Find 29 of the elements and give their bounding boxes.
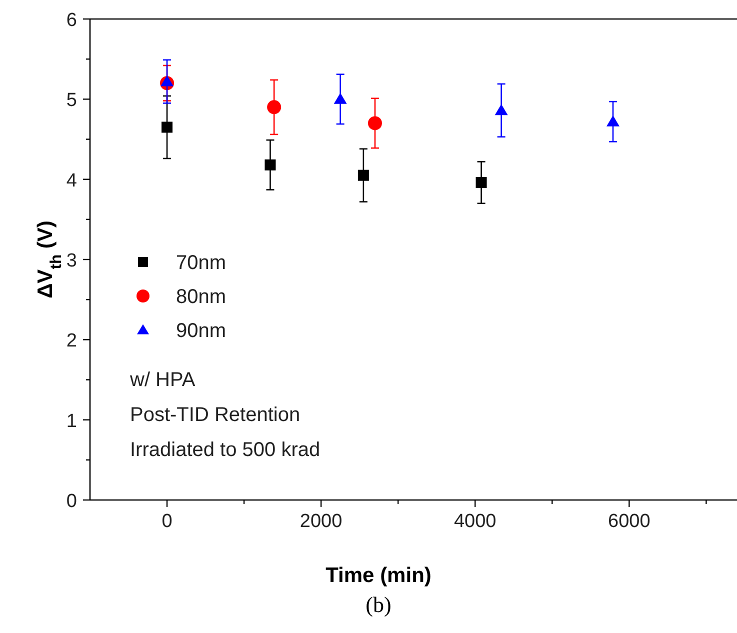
- point: [358, 170, 369, 181]
- legend-label: 90nm: [176, 320, 226, 342]
- x-tick-label: 4000: [454, 511, 496, 532]
- point: [162, 122, 173, 133]
- point: [606, 115, 620, 126]
- legend-label: 80nm: [176, 286, 226, 308]
- x-tick-label: 2000: [300, 511, 342, 532]
- point: [334, 92, 347, 104]
- point: [476, 177, 487, 188]
- legend-label: 70nm: [176, 252, 226, 274]
- text: (b): [366, 592, 392, 617]
- y-tick-label: 3: [66, 250, 77, 272]
- y-tick-label: 4: [66, 170, 78, 192]
- annotation: w/ HPA: [129, 369, 196, 391]
- point: [160, 75, 174, 86]
- x-axis-title: Time (min): [326, 564, 432, 587]
- y-tick-label: 2: [66, 330, 77, 352]
- point: [494, 104, 508, 116]
- point: [267, 100, 282, 114]
- annotation: Post-TID Retention: [130, 404, 300, 426]
- y-tick-label: 6: [66, 10, 77, 31]
- point: [264, 159, 276, 170]
- y-tick-label: 1: [66, 410, 77, 432]
- point: [368, 116, 382, 130]
- annotation: Irradiated to 500 krad: [130, 439, 320, 461]
- x-tick-label: 0: [162, 511, 172, 532]
- x-tick-label: 6000: [608, 511, 650, 532]
- y-tick-label: 0: [66, 491, 77, 512]
- y-tick-label: 5: [66, 90, 77, 112]
